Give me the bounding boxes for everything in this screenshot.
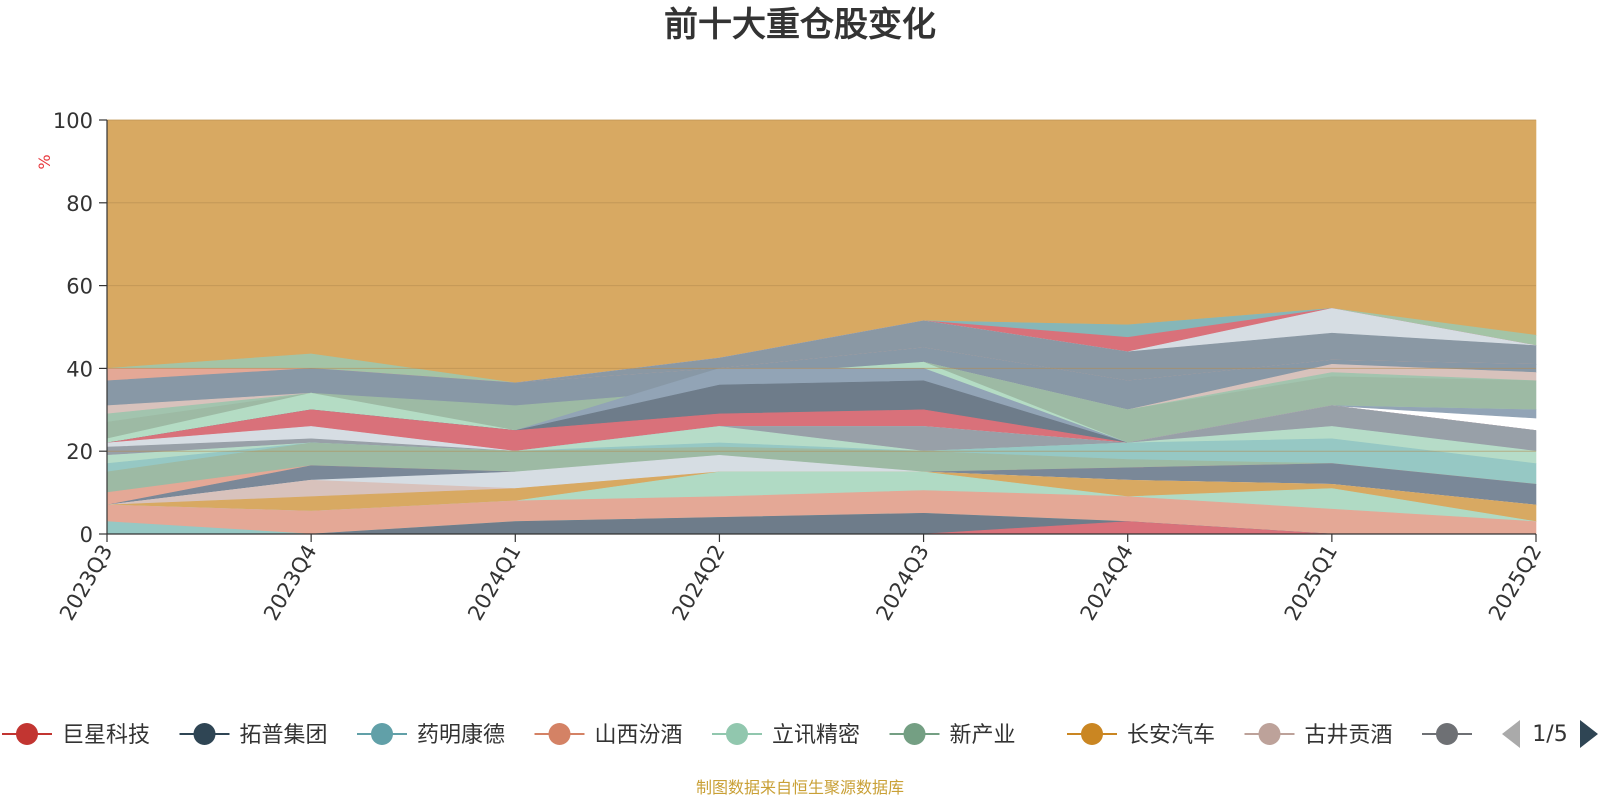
y-tick-label: 60 xyxy=(66,275,93,299)
legend-marker xyxy=(1081,723,1103,745)
legend-item[interactable]: 新产业 xyxy=(889,723,1016,748)
legend-item[interactable]: 山西汾酒 xyxy=(534,723,683,748)
legend-label: 山西汾酒 xyxy=(595,723,683,748)
x-tick-label: 2024Q4 xyxy=(1076,541,1138,625)
legend-page-indicator: 1/5 xyxy=(1532,722,1567,747)
x-tick-label: 2023Q3 xyxy=(55,541,117,625)
legend-prev-arrow-icon[interactable] xyxy=(1502,720,1520,748)
legend-item[interactable]: 巨星科技 xyxy=(2,723,150,748)
y-axis-label: % xyxy=(35,154,54,169)
legend-items: 巨星科技 拓普集团 药明康德 山西汾酒 立讯精密 新产业 长安汽车 古井贡酒 臻镭科技 xyxy=(2,723,1570,748)
y-tick-label: 100 xyxy=(53,109,93,133)
legend-marker xyxy=(371,723,393,745)
legend-marker xyxy=(903,723,926,745)
legend-label: 古井贡酒 xyxy=(1305,723,1393,748)
legend-marker xyxy=(1436,723,1458,745)
legend-marker xyxy=(548,723,571,745)
legend-item[interactable]: 立讯精密 xyxy=(712,723,860,748)
legend-next-arrow-icon[interactable] xyxy=(1580,720,1598,748)
x-tick-label: 2025Q2 xyxy=(1484,541,1546,625)
legend-label: 长安汽车 xyxy=(1127,723,1215,748)
x-tick-label: 2023Q4 xyxy=(259,541,321,625)
x-tick-label: 2025Q1 xyxy=(1280,541,1342,625)
x-tick-label: 2024Q3 xyxy=(871,541,933,625)
y-tick-label: 40 xyxy=(66,357,93,381)
legend-label: 新产业 xyxy=(950,723,1016,748)
legend-item[interactable]: 古井贡酒 xyxy=(1244,723,1393,748)
x-tick-label: 2024Q2 xyxy=(667,541,729,625)
legend-label: 拓普集团 xyxy=(240,723,328,748)
x-tick-label: 2024Q1 xyxy=(463,541,525,625)
legend-label: 巨星科技 xyxy=(62,723,150,748)
legend-item[interactable]: 长安汽车 xyxy=(1067,723,1215,748)
y-tick-label: 20 xyxy=(66,440,93,464)
y-tick-label: 0 xyxy=(80,523,93,547)
chart-title: 前十大重仓股变化 xyxy=(664,5,936,45)
legend-marker xyxy=(726,723,748,745)
legend-item[interactable]: 臻镭科技 xyxy=(1422,723,1570,748)
area-series-group xyxy=(106,119,1537,535)
legend-label: 药明康德 xyxy=(417,723,505,748)
source-note: 制图数据来自恒生聚源数据库 xyxy=(695,778,904,797)
y-tick-label: 80 xyxy=(66,192,93,216)
legend-item[interactable]: 药明康德 xyxy=(357,723,505,748)
legend-marker xyxy=(16,723,38,745)
legend-label: 立讯精密 xyxy=(772,723,860,748)
legend-marker xyxy=(1258,723,1281,745)
legend-marker xyxy=(193,723,216,745)
legend-item[interactable]: 拓普集团 xyxy=(179,723,328,748)
